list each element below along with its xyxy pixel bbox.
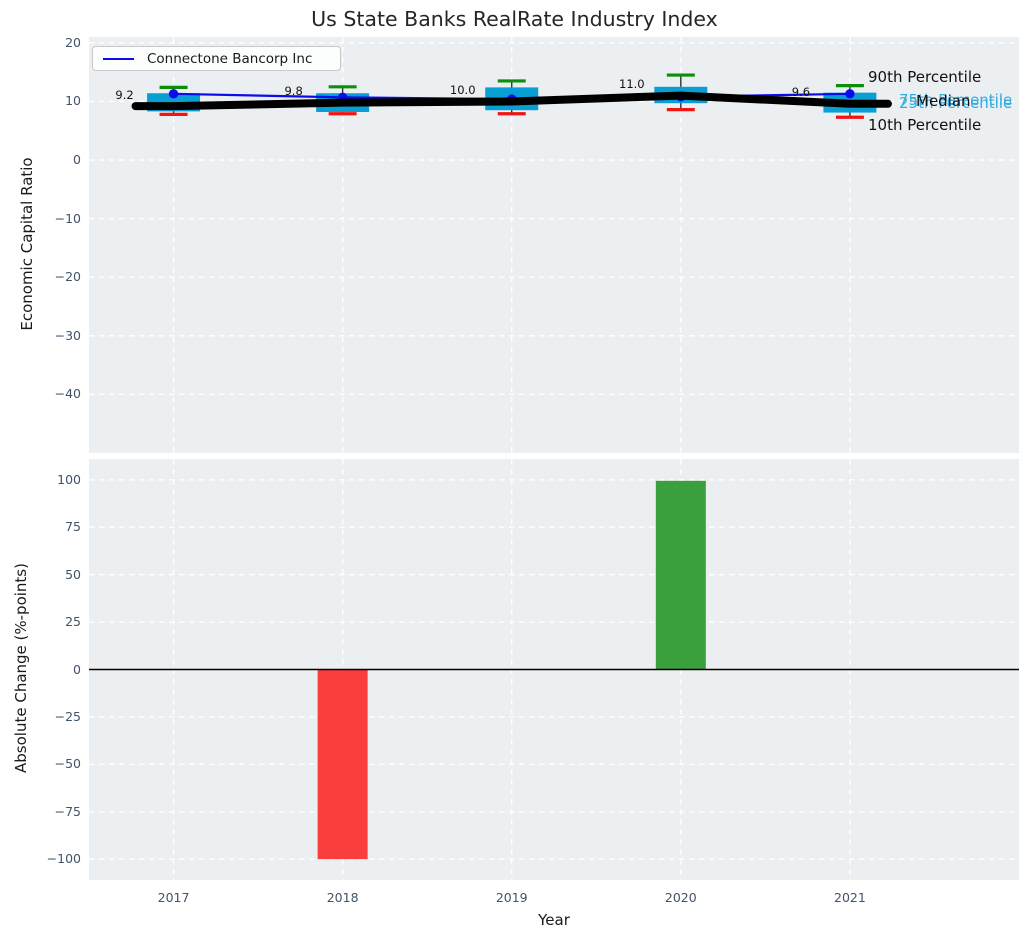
annotation-median: Median bbox=[916, 92, 971, 110]
y-tick-label: 50 bbox=[65, 566, 81, 582]
y-tick-label: −50 bbox=[54, 756, 81, 772]
median-value-label: 11.0 bbox=[619, 77, 645, 92]
legend-label: Connectone Bancorp Inc bbox=[147, 50, 313, 67]
x-tick-label: 2021 bbox=[834, 890, 866, 905]
median-value-label: 9.6 bbox=[791, 85, 811, 100]
bottom-axes-bar bbox=[89, 459, 1019, 880]
y-tick-label: −25 bbox=[54, 708, 81, 724]
median-value-label: 9.2 bbox=[115, 87, 134, 102]
y-tick-label: 75 bbox=[65, 519, 81, 535]
y-tick-label: 0 bbox=[73, 152, 81, 168]
bar-2020 bbox=[655, 480, 706, 670]
company-dot-2021 bbox=[845, 89, 855, 99]
y-tick-label: 20 bbox=[65, 34, 81, 50]
y-tick-label: −40 bbox=[54, 386, 81, 402]
median-value-label: 10.0 bbox=[449, 82, 476, 97]
x-tick-label: 2017 bbox=[157, 890, 190, 905]
median-line bbox=[131, 91, 892, 111]
annotation-90th-percentile: 90th Percentile bbox=[868, 68, 982, 86]
annotation-25th-percentile: 25th Percentile bbox=[899, 94, 1013, 112]
y-tick-label: −100 bbox=[46, 851, 81, 867]
company-dot-2017 bbox=[168, 89, 179, 99]
y-tick-label: −30 bbox=[54, 327, 81, 343]
y-tick-label: 0 bbox=[73, 661, 81, 677]
top-axes-boxplot bbox=[89, 37, 1019, 453]
median-value-label: 9.8 bbox=[284, 84, 303, 99]
y-axis-label-top: Economic Capital Ratio bbox=[18, 157, 36, 331]
y-tick-label: −75 bbox=[54, 803, 81, 819]
legend-line-swatch bbox=[103, 57, 134, 60]
x-tick-label: 2019 bbox=[495, 890, 528, 905]
y-tick-label: 10 bbox=[65, 93, 81, 109]
y-tick-label: 25 bbox=[65, 614, 81, 630]
legend: Connectone Bancorp Inc bbox=[92, 46, 341, 71]
bar-2018 bbox=[317, 669, 368, 860]
annotation-10th-percentile: 10th Percentile bbox=[868, 116, 982, 134]
boxplot-canvas bbox=[89, 37, 1019, 453]
x-tick-label: 2020 bbox=[664, 890, 697, 905]
annotation-75th-percentile: 75th Percentile bbox=[899, 91, 1013, 109]
y-tick-label: −20 bbox=[54, 269, 81, 285]
chart-title: Us State Banks RealRate Industry Index bbox=[311, 7, 718, 31]
y-tick-label: −10 bbox=[54, 210, 81, 226]
x-tick-label: 2018 bbox=[326, 890, 359, 905]
y-tick-label: 100 bbox=[57, 471, 81, 487]
x-axis-label: Year bbox=[538, 911, 570, 929]
bar-canvas bbox=[89, 459, 1019, 880]
